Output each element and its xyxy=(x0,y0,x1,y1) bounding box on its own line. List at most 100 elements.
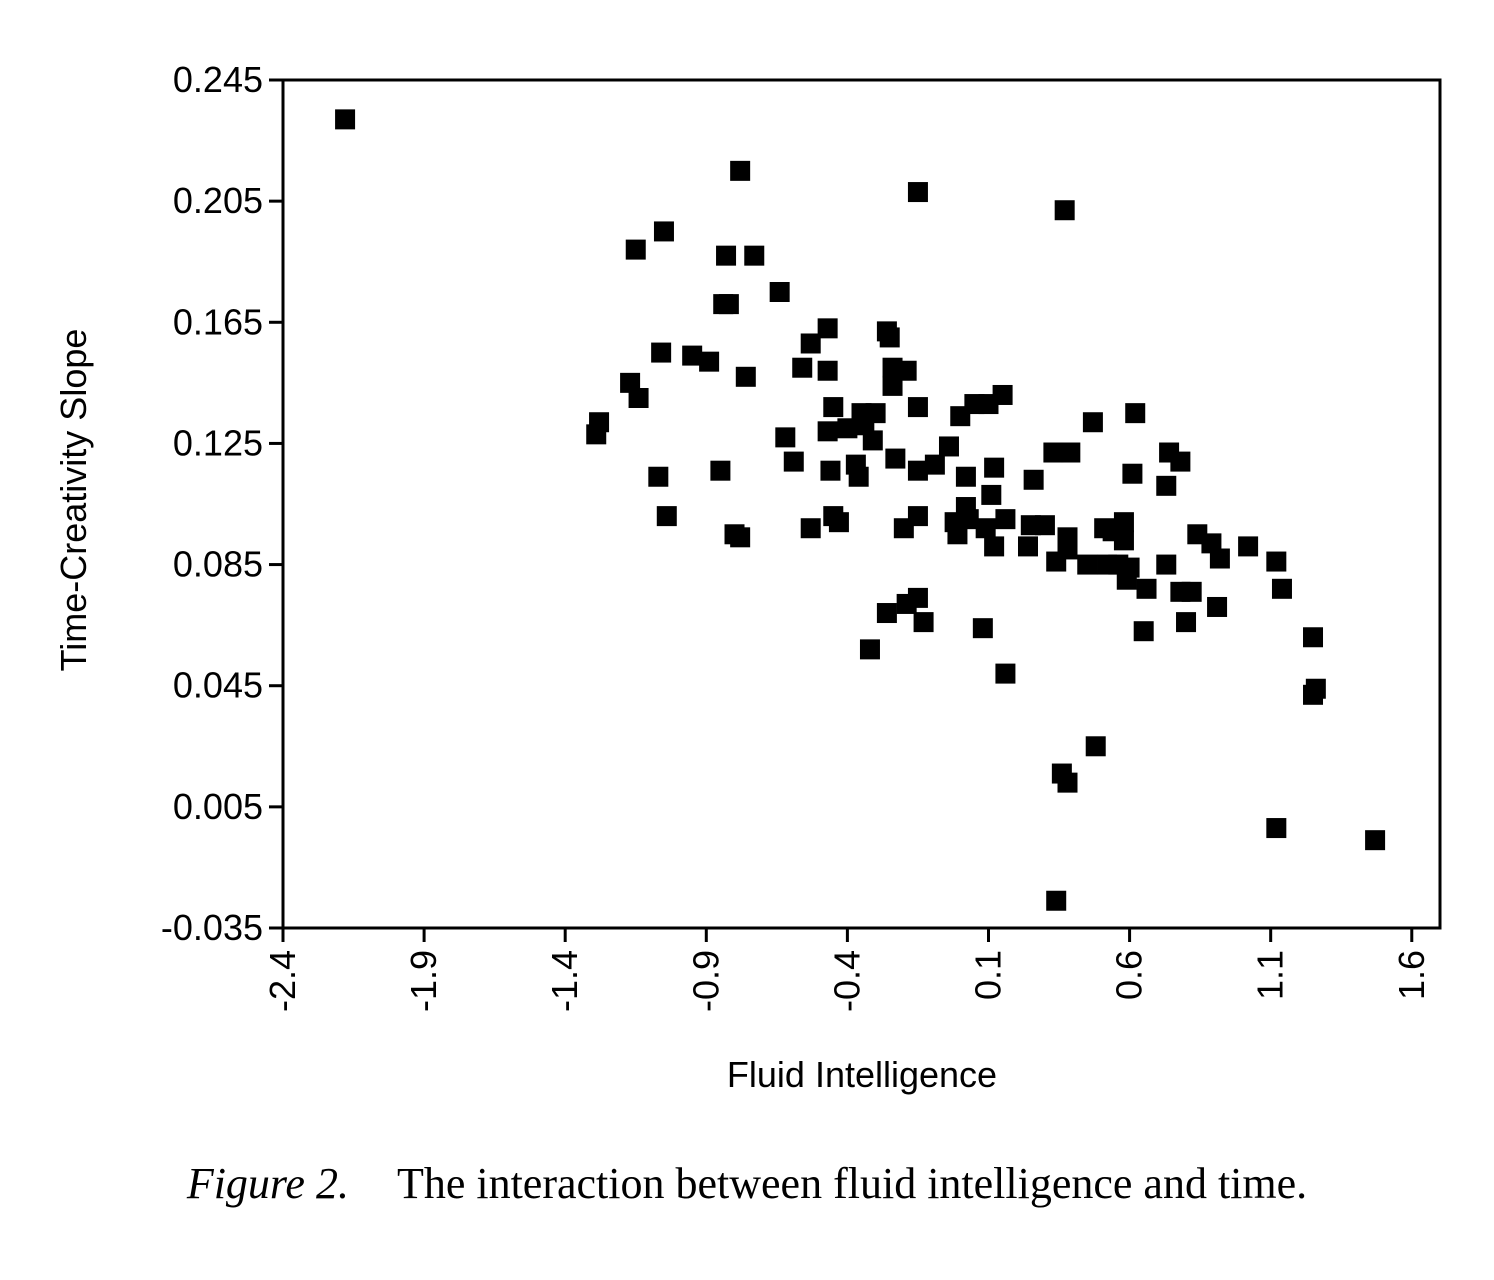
data-point xyxy=(1125,403,1146,424)
data-point xyxy=(625,239,646,260)
data-point xyxy=(995,509,1016,530)
data-point xyxy=(972,618,993,639)
data-point xyxy=(656,506,677,527)
data-point xyxy=(710,460,731,481)
x-tick-label: -0.9 xyxy=(685,950,726,1012)
data-point xyxy=(792,357,813,378)
y-axis-title: Time-Creativity Slope xyxy=(53,329,94,672)
data-point xyxy=(978,394,999,415)
data-point xyxy=(682,345,703,366)
x-tick-label: 0.6 xyxy=(1109,950,1150,1000)
data-point xyxy=(800,333,821,354)
y-tick-label: 0.045 xyxy=(173,665,263,706)
data-point xyxy=(1209,548,1230,569)
x-axis: -2.4 -1.9 -1.4 -0.9 -0.4 0.1 0.6 1.1 1.6 xyxy=(262,928,1432,1012)
figure-caption-text: The interaction between fluid intelligen… xyxy=(396,1159,1308,1208)
data-point xyxy=(775,427,796,448)
data-point xyxy=(1122,463,1143,484)
data-point xyxy=(947,524,968,545)
data-point xyxy=(820,460,841,481)
data-point xyxy=(885,448,906,469)
data-point xyxy=(1207,596,1228,617)
data-point xyxy=(1054,200,1075,221)
y-tick-label: 0.125 xyxy=(173,422,263,463)
data-point xyxy=(854,415,875,436)
data-point xyxy=(1060,442,1081,463)
data-point xyxy=(783,451,804,472)
data-point xyxy=(730,527,751,548)
data-point xyxy=(1266,818,1287,839)
data-point xyxy=(699,351,720,372)
plot-frame xyxy=(281,78,1442,930)
data-point xyxy=(1046,890,1067,911)
x-tick-label: -0.4 xyxy=(826,950,867,1012)
data-point xyxy=(648,466,669,487)
data-point xyxy=(1303,627,1324,648)
data-point xyxy=(586,424,607,445)
data-point xyxy=(1303,684,1324,705)
data-point xyxy=(1034,515,1055,536)
data-point xyxy=(896,593,917,614)
data-point xyxy=(859,639,880,660)
y-tick-label: -0.035 xyxy=(161,907,263,948)
figure-label: Figure 2. xyxy=(186,1159,349,1208)
data-point xyxy=(1133,621,1154,642)
data-point xyxy=(1181,581,1202,602)
data-point xyxy=(817,360,838,381)
data-point xyxy=(800,518,821,539)
data-point xyxy=(882,375,903,396)
data-point xyxy=(620,372,641,393)
data-point xyxy=(716,245,737,266)
data-point xyxy=(958,509,979,530)
y-tick-label: 0.085 xyxy=(173,544,263,585)
data-point xyxy=(1077,554,1098,575)
data-point xyxy=(1113,530,1134,551)
data-point xyxy=(1046,551,1067,572)
data-point xyxy=(862,430,883,451)
data-point xyxy=(1176,612,1197,633)
data-point xyxy=(1156,475,1177,496)
data-point xyxy=(769,282,790,302)
x-tick-label: -1.9 xyxy=(403,950,444,1012)
y-axis: 0.245 0.205 0.165 0.125 0.085 0.045 0.005 -0.03… xyxy=(161,59,283,948)
data-point xyxy=(651,342,672,363)
y-tick-label: 0.165 xyxy=(173,301,263,342)
data-point xyxy=(955,466,976,487)
data-point xyxy=(335,109,356,130)
data-point xyxy=(823,397,844,418)
data-point xyxy=(995,663,1016,684)
data-point xyxy=(907,182,928,203)
data-point xyxy=(653,221,674,242)
data-point xyxy=(984,536,1005,557)
data-point xyxy=(1043,442,1064,463)
data-point xyxy=(744,245,765,266)
data-point xyxy=(1238,536,1259,557)
x-tick-label: 0.1 xyxy=(967,950,1008,1000)
x-axis-title: Fluid Intelligence xyxy=(727,1054,997,1095)
x-tick-label: -1.4 xyxy=(544,950,585,1012)
data-point xyxy=(1057,772,1078,793)
y-tick-label: 0.005 xyxy=(173,786,263,827)
data-point xyxy=(1170,451,1191,472)
data-point xyxy=(975,518,996,539)
data-point xyxy=(907,460,928,481)
data-point xyxy=(817,421,838,442)
data-point xyxy=(817,318,838,339)
data-point xyxy=(837,418,858,439)
data-point xyxy=(879,327,900,348)
data-point xyxy=(1023,469,1044,490)
data-point xyxy=(1156,554,1177,575)
scatter-chart: 0.245 0.205 0.165 0.125 0.085 0.045 0.005 -0.03… xyxy=(53,59,1442,1095)
data-point xyxy=(893,518,914,539)
data-point xyxy=(924,454,945,475)
data-point xyxy=(876,603,897,624)
data-points xyxy=(335,109,1386,911)
data-point xyxy=(913,612,934,633)
data-point xyxy=(1266,551,1287,572)
data-point xyxy=(1201,533,1222,554)
data-point xyxy=(848,466,869,487)
x-tick-label: -2.4 xyxy=(262,950,303,1012)
figure-caption: Figure 2. The interaction between fluid i… xyxy=(0,1158,1494,1209)
y-tick-label: 0.245 xyxy=(173,59,263,100)
x-tick-label: 1.1 xyxy=(1250,950,1291,1000)
